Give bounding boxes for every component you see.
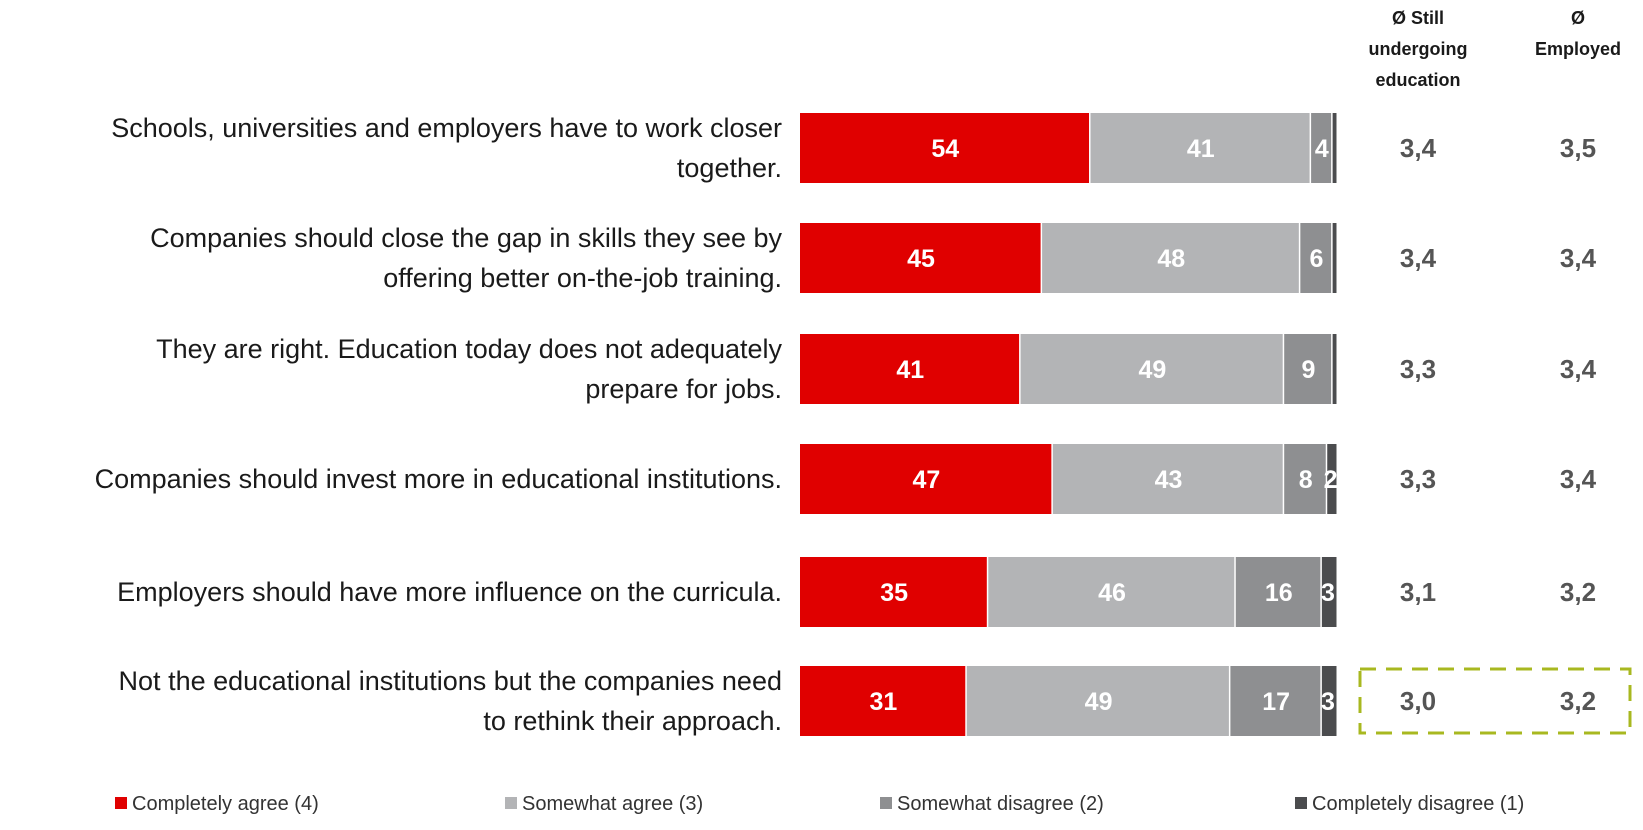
bar-segment [800, 113, 1090, 183]
statement-label: prepare for jobs. [585, 374, 782, 404]
statement-label: They are right. Education today does not… [156, 334, 782, 364]
bar-segment [1284, 334, 1332, 404]
bar-segment [800, 557, 987, 627]
chart-row: Not the educational institutions but the… [119, 666, 1596, 736]
bar-segment [800, 666, 966, 736]
bar-value-label: 49 [1138, 356, 1166, 384]
bar-segment [1332, 113, 1337, 183]
avg-employed: 3,4 [1560, 354, 1597, 384]
legend-label: Somewhat disagree (2) [897, 793, 1104, 815]
bar-segment [800, 223, 1041, 293]
bar-segment [1332, 334, 1337, 404]
statement-label: Not the educational institutions but the… [119, 666, 782, 696]
bar-segment [1042, 223, 1299, 293]
statement-label: Schools, universities and employers have… [111, 113, 782, 143]
bar-value-label: 2 [1324, 466, 1338, 494]
avg-still-undergoing-education: 3,3 [1400, 464, 1436, 494]
bar-value-label: 16 [1265, 579, 1293, 607]
bar-segment [1020, 334, 1283, 404]
bar-value-label: 3 [1321, 688, 1335, 716]
bar-value-label: 4 [1315, 135, 1329, 163]
chart-row: Employers should have more influence on … [117, 557, 1596, 627]
statement-label: together. [677, 153, 782, 183]
bar-segment [1311, 113, 1332, 183]
statement-label: Employers should have more influence on … [117, 577, 782, 607]
bar-value-label: 17 [1262, 688, 1290, 716]
bar-value-label: 3 [1321, 579, 1335, 607]
bar-segment [1284, 444, 1326, 514]
bar-value-label: 43 [1155, 466, 1183, 494]
bar-value-label: 35 [880, 579, 908, 607]
avg-column-header-line: Ø [1571, 8, 1585, 28]
bar-value-label: 8 [1299, 466, 1313, 494]
legend-item: Completely disagree (1) [1295, 793, 1524, 815]
chart-rows: Schools, universities and employers have… [95, 113, 1632, 736]
bar-value-label: 41 [1187, 135, 1215, 163]
bar-value-label: 47 [913, 466, 941, 494]
bar-segment [1235, 557, 1321, 627]
avg-column-header-line: undergoing [1369, 39, 1468, 59]
bar-value-label: 41 [896, 356, 924, 384]
chart-row: They are right. Education today does not… [156, 334, 1597, 404]
avg-column-header-line: Ø Still [1392, 8, 1444, 28]
bar-segment [1300, 223, 1332, 293]
chart-row: Companies should close the gap in skills… [150, 223, 1597, 293]
bar-value-label: 9 [1301, 356, 1315, 384]
statement-label: Companies should close the gap in skills… [150, 223, 782, 253]
avg-column-header-line: Employed [1535, 39, 1621, 59]
bar-segment [988, 557, 1235, 627]
legend-item: Completely agree (4) [115, 793, 319, 815]
legend-label: Completely disagree (1) [1312, 793, 1524, 815]
avg-employed: 3,4 [1560, 464, 1597, 494]
avg-employed: 3,2 [1560, 686, 1596, 716]
bar-segment [800, 334, 1020, 404]
bar-segment [1052, 444, 1283, 514]
bar-value-label: 45 [907, 245, 935, 273]
bar-value-label: 48 [1157, 245, 1185, 273]
bar-segment [1321, 557, 1337, 627]
avg-employed: 3,5 [1560, 133, 1596, 163]
legend-item: Somewhat agree (3) [505, 793, 703, 815]
legend-swatch [880, 797, 892, 809]
highlight-box [1358, 667, 1632, 735]
avg-employed: 3,4 [1560, 243, 1597, 273]
bar-value-label: 49 [1085, 688, 1113, 716]
bar-segment [966, 666, 1229, 736]
bar-segment [1332, 223, 1337, 293]
avg-still-undergoing-education: 3,1 [1400, 577, 1436, 607]
chart-row: Schools, universities and employers have… [111, 113, 1596, 183]
legend: Completely agree (4) Somewhat agree (3) So… [115, 793, 1524, 815]
bar-value-label: 54 [931, 135, 959, 163]
bar-segment [1327, 444, 1337, 514]
avg-still-undergoing-education: 3,4 [1400, 243, 1437, 273]
bar-segment [1090, 113, 1310, 183]
statement-label: to rethink their approach. [483, 706, 782, 736]
bar-value-label: 6 [1310, 245, 1324, 273]
legend-swatch [115, 797, 127, 809]
statement-label: Companies should invest more in educatio… [95, 464, 782, 494]
average-column-headers: Ø Still undergoing education Ø Employed [1369, 8, 1622, 90]
avg-still-undergoing-education: 3,4 [1400, 133, 1437, 163]
legend-item: Somewhat disagree (2) [880, 793, 1104, 815]
legend-label: Somewhat agree (3) [522, 793, 703, 815]
bar-value-label: 46 [1098, 579, 1126, 607]
chart-row: Companies should invest more in educatio… [95, 444, 1597, 514]
avg-still-undergoing-education: 3,0 [1400, 686, 1436, 716]
avg-still-undergoing-education: 3,3 [1400, 354, 1436, 384]
bar-value-label: 31 [869, 688, 897, 716]
avg-column-header-line: education [1375, 70, 1460, 90]
bar-segment [1230, 666, 1321, 736]
legend-label: Completely agree (4) [132, 793, 319, 815]
legend-swatch [1295, 797, 1307, 809]
bar-segment [1321, 666, 1337, 736]
bar-segment [800, 444, 1052, 514]
statement-label: offering better on-the-job training. [383, 263, 782, 293]
legend-swatch [505, 797, 517, 809]
avg-employed: 3,2 [1560, 577, 1596, 607]
